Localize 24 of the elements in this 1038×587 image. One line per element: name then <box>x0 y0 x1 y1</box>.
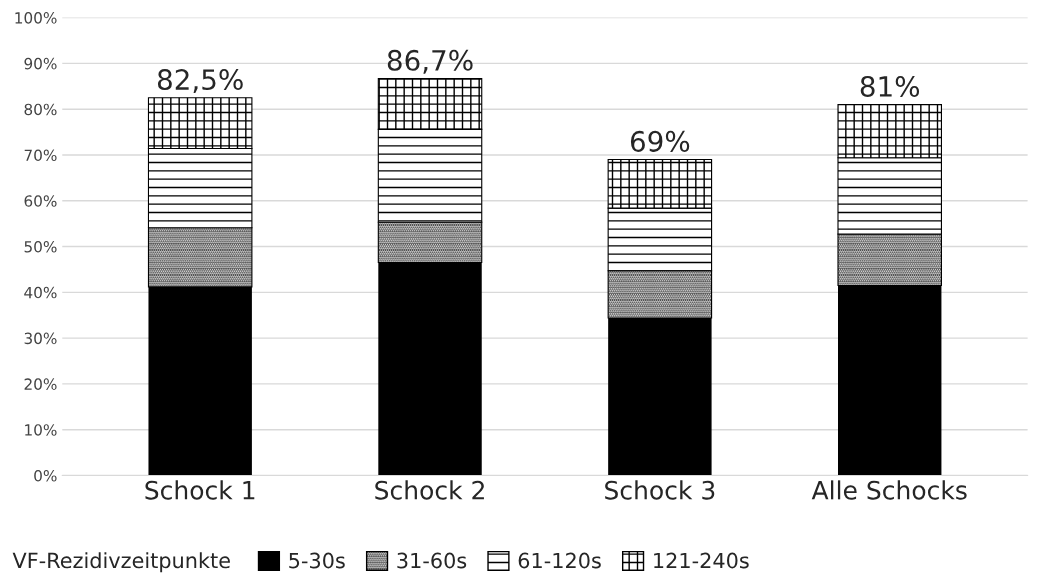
legend-label: 61-120s <box>518 552 601 569</box>
y-tick-label: 40% <box>24 286 57 299</box>
y-tick-label: 50% <box>24 241 57 253</box>
y-tick-label: 10% <box>25 424 57 436</box>
legend-title: VF-Rezidivzeitpunkte <box>12 552 230 573</box>
y-tick-label: 70% <box>24 149 57 161</box>
total-label: 82,5% <box>157 69 243 93</box>
x-tick-label: Schock 1 <box>145 480 255 500</box>
legend-label: 5-30s <box>289 552 345 569</box>
legend-label: 31-60s <box>397 552 467 569</box>
y-tick-label: 20% <box>24 378 57 390</box>
y-tick-label: 80% <box>24 103 57 116</box>
x-tick-label: Schock 2 <box>375 480 484 500</box>
y-tick-label: 60% <box>24 195 57 207</box>
y-tick-label: 0% <box>34 469 57 482</box>
y-tick-label: 100% <box>15 12 57 24</box>
total-label: 69% <box>630 130 690 152</box>
legend-label: 121-240s <box>654 552 749 569</box>
y-tick-label: 30% <box>24 332 57 345</box>
total-label: 86,7% <box>387 49 473 74</box>
total-label: 81% <box>860 75 920 97</box>
x-tick-label: Alle Schocks <box>811 480 967 500</box>
y-tick-label: 90% <box>24 57 57 70</box>
x-tick-label: Schock 3 <box>605 480 715 500</box>
